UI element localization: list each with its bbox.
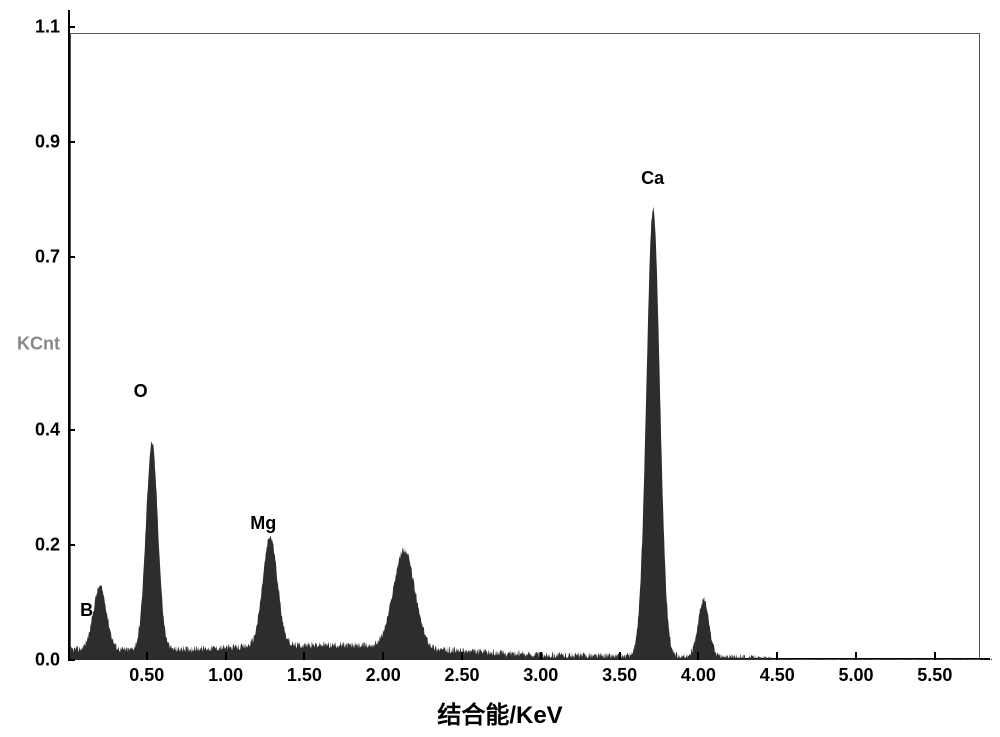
x-tick-mark (225, 652, 227, 660)
x-tick-label: 5.50 (905, 665, 965, 686)
x-tick-label: 0.50 (117, 665, 177, 686)
peak-label: Ca (641, 168, 664, 189)
y-tick-label: 0.9 (10, 132, 60, 153)
x-tick-label: 4.00 (668, 665, 728, 686)
y-tick-label: 1.1 (10, 17, 60, 38)
x-tick-label: 1.50 (274, 665, 334, 686)
y-tick-label: 0.0 (10, 650, 60, 671)
x-tick-mark (619, 652, 621, 660)
x-tick-mark (697, 652, 699, 660)
y-tick-mark (68, 544, 75, 546)
y-axis-kcnt-label: KCnt (10, 333, 60, 354)
x-tick-label: 2.50 (432, 665, 492, 686)
x-axis-label: 结合能/KeV (437, 695, 562, 730)
x-tick-mark (934, 652, 936, 660)
peak-label: Mg (250, 513, 276, 534)
y-tick-label: 0.4 (10, 419, 60, 440)
x-tick-mark (146, 652, 148, 660)
x-tick-label: 5.00 (826, 665, 886, 686)
plot-area (68, 10, 990, 660)
x-tick-mark (855, 652, 857, 660)
y-tick-mark (68, 26, 75, 28)
y-tick-label: 0.7 (10, 247, 60, 268)
x-tick-mark (776, 652, 778, 660)
spectrum-polygon (70, 207, 992, 660)
x-tick-label: 3.00 (511, 665, 571, 686)
x-tick-label: 4.50 (747, 665, 807, 686)
x-tick-mark (540, 652, 542, 660)
x-tick-label: 3.50 (590, 665, 650, 686)
y-tick-mark (68, 429, 75, 431)
spectrum-svg (70, 10, 992, 660)
peak-label: B (80, 600, 93, 621)
x-tick-mark (303, 652, 305, 660)
y-tick-mark (68, 659, 75, 661)
x-tick-label: 1.00 (196, 665, 256, 686)
chart-container (68, 10, 990, 660)
x-tick-label: 2.00 (353, 665, 413, 686)
peak-label: O (134, 381, 148, 402)
y-tick-mark (68, 256, 75, 258)
y-tick-label: 0.2 (10, 534, 60, 555)
x-tick-mark (382, 652, 384, 660)
y-tick-mark (68, 141, 75, 143)
x-tick-mark (461, 652, 463, 660)
